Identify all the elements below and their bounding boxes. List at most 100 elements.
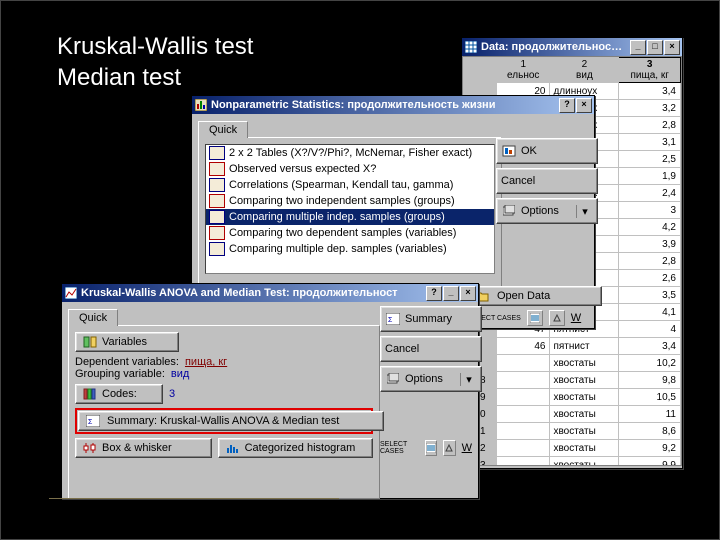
table-row[interactable]: 23хвостаты9,9 [464,457,681,467]
options-button[interactable]: Options ▾ [380,366,482,392]
dependent-label: Dependent variables: [75,356,179,368]
data-window-titlebar[interactable]: Data: продолжительнос… _ □ × [462,38,682,56]
nonpar-panel: 2 x 2 Tables (X?/V?/Phi?, McNemar, Fishe… [198,137,502,301]
list-item-icon [209,242,225,256]
variables-icon [82,335,98,349]
list-item-label: Comparing multiple indep. samples (group… [229,211,445,223]
options-icon [501,204,517,218]
categorized-histogram-button[interactable]: Categorized histogram [218,438,373,458]
list-item[interactable]: Comparing multiple dep. samples (variabl… [206,241,494,257]
cancel-button[interactable]: Cancel [496,168,598,194]
data-window-title: Data: продолжительнос… [481,41,630,53]
weight-button[interactable] [443,440,455,456]
quick-tab[interactable]: Quick [198,121,248,138]
col-header-3[interactable]: 3пища, кг [619,58,681,83]
grouping-value[interactable]: вид [171,368,189,380]
codes-icon [82,387,98,401]
corner-cell [464,58,497,83]
close-button[interactable]: × [664,40,680,55]
nonpar-right-buttons: OK Cancel Options ▾ [496,138,588,224]
list-item[interactable]: Observed versus expected X? [206,161,494,177]
list-item-label: Comparing multiple dep. samples (variabl… [229,243,447,255]
list-item-icon [209,146,225,160]
list-item-icon [209,162,225,176]
weight-button[interactable] [549,310,565,326]
box-whisker-button[interactable]: Box & whisker [75,438,212,458]
table-row[interactable]: 21хвостаты8,6 [464,423,681,440]
analysis-listbox[interactable]: 2 x 2 Tables (X?/V?/Phi?, McNemar, Fishe… [205,144,495,274]
help-button[interactable]: ? [426,286,442,301]
select-cases-button[interactable] [527,310,543,326]
chevron-down-icon[interactable]: ▾ [576,205,593,218]
close-button[interactable]: × [460,286,476,301]
select-cases-button[interactable] [425,440,437,456]
kruskal-wallis-dialog: Kruskal-Wallis ANOVA and Median Test: пр… [61,283,479,499]
list-item-label: Comparing two dependent samples (variabl… [229,227,456,239]
list-item-icon [209,226,225,240]
list-item-label: Comparing two independent samples (group… [229,195,455,207]
svg-text:Σ: Σ [388,317,393,324]
nonpar-titlebar[interactable]: Nonparametric Statistics: продолжительно… [192,96,594,114]
w-label: W [571,312,581,324]
nonpar-title: Nonparametric Statistics: продолжительно… [211,99,559,111]
kw-panel: Variables Dependent variables: пища, кг … [68,325,380,499]
summary-kw-highlight: Σ Summary: Kruskal-Wallis ANOVA & Median… [75,408,373,434]
col-header-2[interactable]: 2вид [550,58,619,83]
select-cases-label: SELECT CASES [380,441,419,455]
chevron-down-icon[interactable]: ▾ [460,373,477,386]
cancel-button[interactable]: Cancel [380,336,482,362]
codes-button[interactable]: Codes: [75,384,163,404]
help-button[interactable]: ? [559,98,575,113]
spreadsheet-icon [464,40,478,54]
title-line-1: Kruskal-Wallis test [57,31,253,62]
grouping-label: Grouping variable: [75,368,165,380]
ok-button[interactable]: OK [496,138,598,164]
table-row[interactable]: 20хвостаты11 [464,406,681,423]
list-item[interactable]: Comparing multiple indep. samples (group… [206,209,494,225]
slide-title: Kruskal-Wallis test Median test [57,31,253,93]
list-item-icon [209,194,225,208]
table-row[interactable]: 18хвостаты9,8 [464,372,681,389]
variables-button[interactable]: Variables [75,332,179,352]
options-button[interactable]: Options ▾ [496,198,598,224]
list-item-icon [209,210,225,224]
codes-value[interactable]: 3 [169,388,175,400]
kw-title: Kruskal-Wallis ANOVA and Median Test: пр… [81,287,426,299]
slide-background: Kruskal-Wallis test Median test Data: пр… [0,0,720,540]
list-item-label: Observed versus expected X? [229,163,376,175]
table-row[interactable]: хвостаты10,2 [464,355,681,372]
kw-right-buttons: Σ Summary Cancel Options ▾ SELECT CASES … [380,306,472,456]
table-row[interactable]: 46пятнист3,4 [464,338,681,355]
col-header-1[interactable]: 1ельнос [497,58,550,83]
slide-rule [49,498,339,499]
list-item[interactable]: Comparing two independent samples (group… [206,193,494,209]
stats-icon [194,98,208,112]
list-item[interactable]: Comparing two dependent samples (variabl… [206,225,494,241]
summary-icon: Σ [85,414,101,428]
table-row[interactable]: 22хвостаты9,2 [464,440,681,457]
summary-kw-median-button[interactable]: Σ Summary: Kruskal-Wallis ANOVA & Median… [78,411,384,431]
table-row[interactable]: 19хвостаты10,5 [464,389,681,406]
kw-titlebar[interactable]: Kruskal-Wallis ANOVA and Median Test: пр… [62,284,478,302]
kw-body: Quick Variables Dependent variables: пищ… [62,302,478,502]
maximize-button[interactable]: □ [647,40,663,55]
run-icon [501,144,517,158]
title-line-2: Median test [57,62,253,93]
summary-run-icon: Σ [385,312,401,326]
rollup-button[interactable]: _ [443,286,459,301]
svg-text:Σ: Σ [88,419,93,426]
dependent-value[interactable]: пища, кг [185,356,227,368]
anova-icon [64,286,78,300]
open-data-button[interactable]: Open Data [468,286,602,306]
quick-tab[interactable]: Quick [68,309,118,326]
close-button[interactable]: × [576,98,592,113]
list-item-label: 2 x 2 Tables (X?/V?/Phi?, McNemar, Fishe… [229,147,472,159]
nonpar-footer: Open Data SELECT CASES W [468,286,588,326]
histogram-icon [225,441,241,455]
summary-button[interactable]: Σ Summary [380,306,482,332]
window-buttons: _ □ × [630,40,680,55]
list-item-label: Correlations (Spearman, Kendall tau, gam… [229,179,453,191]
list-item[interactable]: Correlations (Spearman, Kendall tau, gam… [206,177,494,193]
list-item[interactable]: 2 x 2 Tables (X?/V?/Phi?, McNemar, Fishe… [206,145,494,161]
minimize-button[interactable]: _ [630,40,646,55]
